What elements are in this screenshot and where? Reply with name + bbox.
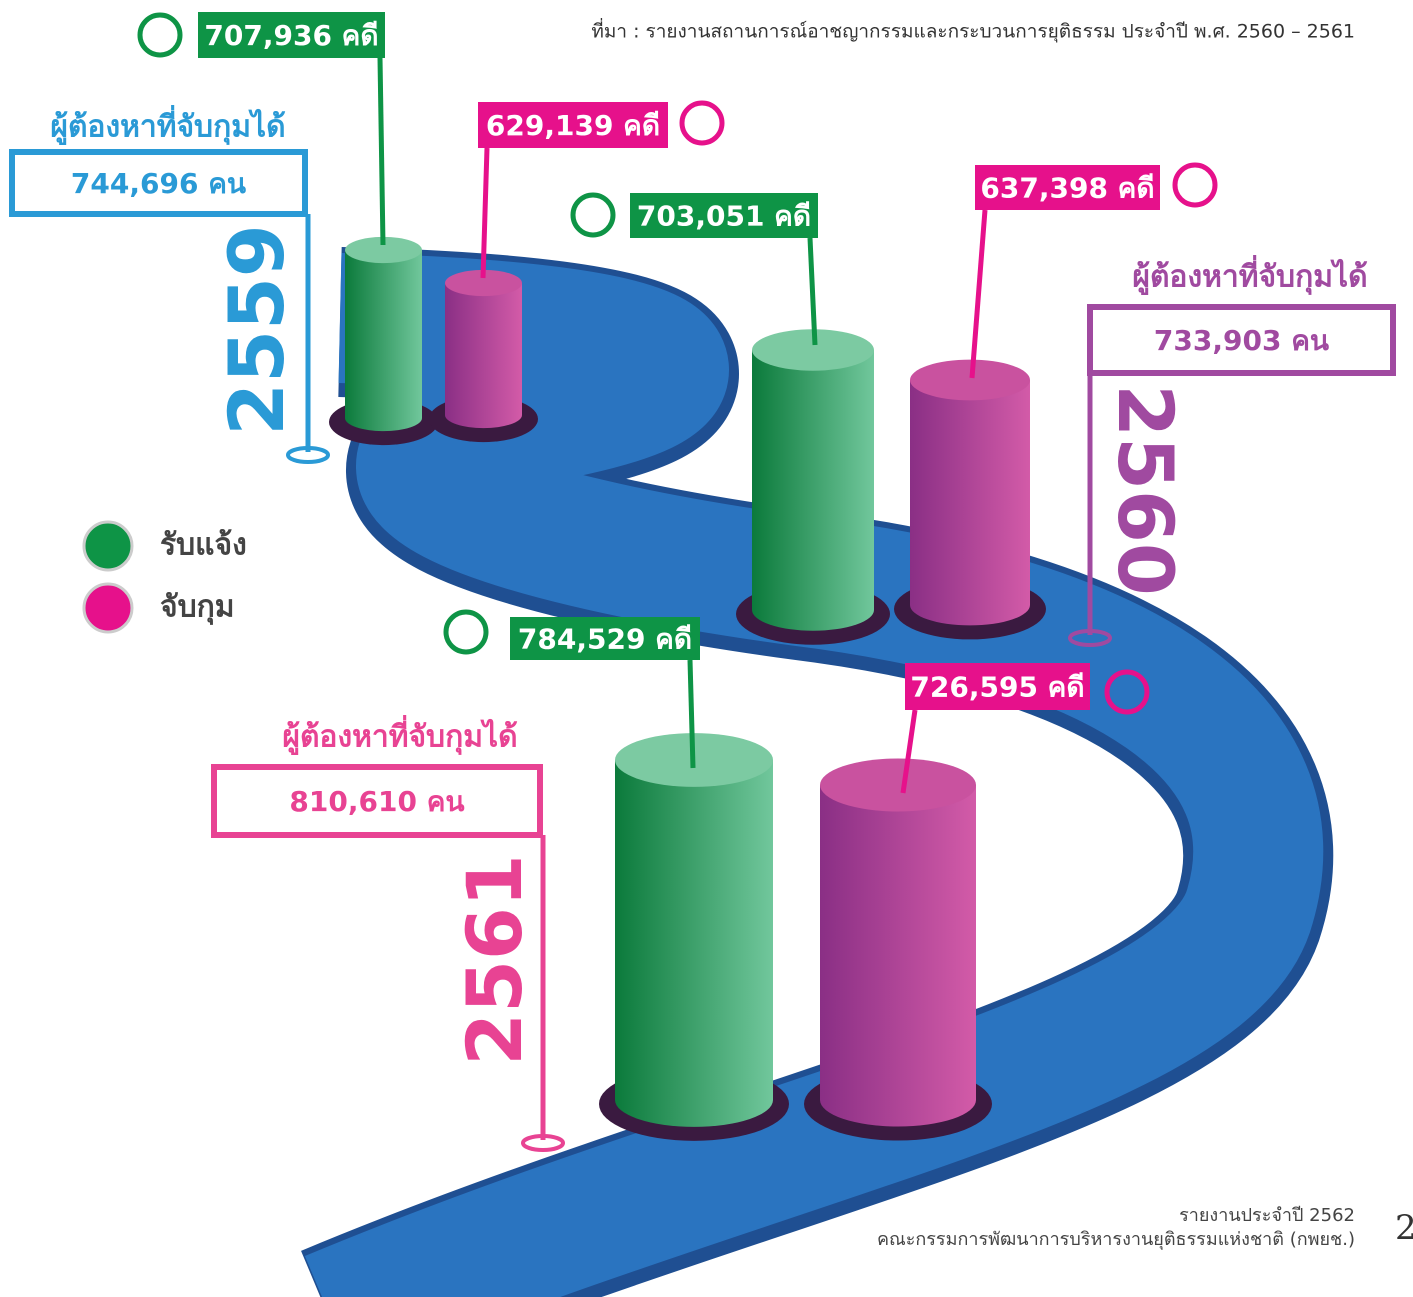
cylinder-top [345, 236, 422, 264]
cylinder-top [752, 329, 874, 371]
icon [570, 192, 616, 238]
label-box [198, 12, 385, 58]
year-marker [286, 446, 330, 464]
cylinder-body [820, 785, 976, 1100]
cylinder-body [615, 760, 773, 1100]
label-box [478, 102, 668, 148]
cylinder-body [752, 350, 874, 610]
case-label: 707,936 คดี [204, 19, 378, 52]
cylinder-base [752, 589, 874, 631]
suspects-box [1087, 304, 1396, 376]
cylinder-base [615, 1073, 773, 1127]
cylinder-top [820, 758, 976, 812]
cylinder-base [345, 404, 422, 432]
suspects-title: ผู้ต้องหาที่จับกุมได้ [50, 105, 285, 146]
suspects-box [211, 764, 543, 838]
icon [1104, 669, 1150, 715]
legend-label: รับแจ้ง [160, 528, 247, 563]
source: ที่มา : รายงานสถานการณ์อาชญากรรมและกระบว… [591, 18, 1355, 44]
cylinder-body [910, 380, 1030, 605]
icon [679, 100, 725, 146]
pointer [480, 147, 490, 279]
suspects-value: 744,696 คน [71, 167, 246, 200]
label-box [905, 663, 1090, 710]
label-box [510, 617, 700, 660]
cylinder-base [445, 401, 522, 429]
suspects-box [9, 149, 308, 217]
pointer [807, 237, 818, 346]
year: 2559 [212, 224, 301, 436]
year-marker [1068, 629, 1112, 647]
legend-icon [82, 520, 134, 572]
suspects-value: 733,903 คน [1154, 324, 1329, 357]
label-box [630, 193, 818, 238]
cylinder-top [910, 359, 1030, 401]
page-number: 2 [1395, 1208, 1413, 1248]
icon [443, 609, 489, 655]
legend: รับแจ้ง จับกุม [82, 520, 247, 634]
pointer [900, 709, 918, 794]
cylinder-base [820, 1073, 976, 1127]
suspects-title: ผู้ต้องหาที่จับกุมได้ [1132, 255, 1367, 296]
year-marker [521, 1134, 565, 1152]
suspects-value: 810,610 คน [289, 785, 464, 818]
cylinder-top [445, 269, 522, 297]
pointer [969, 209, 988, 379]
footer-line: รายงานประจำปี 2562 [1179, 1205, 1355, 1226]
case-label: 703,051 คดี [637, 200, 811, 233]
legend-icon [82, 582, 134, 634]
pointer [687, 659, 696, 769]
icon [137, 12, 183, 58]
footer-line: คณะกรรมการพัฒนาการบริหารงานยุติธรรมแห่งช… [877, 1229, 1355, 1250]
year: 2561 [450, 854, 539, 1066]
cylinder-body [445, 283, 522, 415]
cylinder-base [910, 584, 1030, 626]
cylinder-body [345, 250, 422, 418]
suspects-title: ผู้ต้องหาที่จับกุมได้ [282, 715, 517, 756]
case-label: 784,529 คดี [518, 623, 692, 656]
label-box [975, 165, 1160, 210]
legend-label: จับกุม [160, 590, 235, 626]
case-label: 726,595 คดี [910, 671, 1084, 704]
year: 2560 [1101, 384, 1190, 596]
pointer [377, 57, 386, 246]
icon [1172, 162, 1218, 208]
case-label: 629,139 คดี [486, 109, 660, 142]
case-label: 637,398 คดี [980, 172, 1154, 205]
